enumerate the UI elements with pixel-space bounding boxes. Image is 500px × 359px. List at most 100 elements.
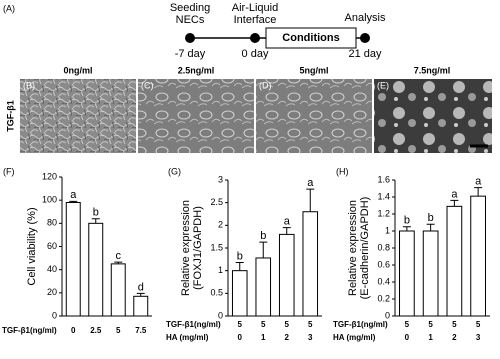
x-tick-label: 3 (476, 333, 481, 342)
x-row-label: TGF-β1(ng/ml) (2, 326, 57, 335)
x-tick-label: 0 (71, 326, 76, 335)
x-tick-label: 0 (405, 333, 410, 342)
error-bar (282, 227, 291, 235)
x-tick-label: 5 (452, 320, 457, 329)
panel-label: (D) (259, 80, 272, 90)
y-axis-label: Relative expression (347, 200, 359, 296)
micrograph (256, 79, 372, 153)
y-tick-label: 120 (42, 171, 57, 181)
x-row-label: HA (mg/ml) (166, 333, 209, 342)
significance-letter: b (237, 250, 243, 262)
error-bar (306, 188, 315, 212)
x-tick-label: 5 (238, 320, 243, 329)
error-bar (114, 261, 123, 264)
y-tick-label: 0 (385, 310, 390, 320)
significance-letter: a (284, 216, 291, 228)
y-axis-label: Cell viability (%) (26, 207, 38, 285)
column-title: 0ng/ml (63, 65, 92, 75)
error-bar (235, 262, 244, 271)
y-tick-label: 1 (385, 225, 390, 235)
column-title: 7.5ng/ml (414, 65, 451, 75)
significance-letter: a (70, 189, 77, 201)
bar (446, 205, 463, 317)
significance-letter: a (475, 176, 482, 188)
panel-label: (C) (141, 80, 154, 90)
significance-letter: a (307, 177, 314, 189)
error-bar (136, 292, 145, 297)
x-tick-label: 5 (308, 320, 313, 329)
significance-letter: b (404, 215, 410, 227)
bar (231, 270, 248, 317)
timeline-dot (250, 33, 260, 43)
error-bar (402, 226, 411, 231)
y-tick-label: 1.6 (377, 174, 390, 184)
panel-label: (A) (3, 3, 15, 13)
bar (422, 230, 439, 317)
bar (278, 233, 295, 317)
y-tick-label: 60 (47, 241, 57, 251)
significance-letter: c (116, 250, 122, 262)
column-title: 5ng/ml (299, 65, 328, 75)
panel-label: (H) (336, 166, 349, 176)
significance-letter: d (138, 281, 144, 293)
y-tick-label: 0.4 (377, 276, 390, 286)
significance-letter: b (260, 230, 266, 242)
column-title: 2.5ng/ml (178, 65, 215, 75)
x-row-label: TGF-β1(ng/ml) (333, 320, 388, 329)
bar (302, 211, 319, 317)
x-tick-label: 2 (452, 333, 457, 342)
y-tick-label: 40 (47, 264, 57, 274)
micrograph (138, 79, 254, 153)
micrograph (374, 79, 492, 153)
panel-label: (F) (3, 166, 15, 176)
phase-label: Conditions (282, 32, 339, 44)
bar (88, 222, 104, 317)
x-tick-label: 1 (428, 333, 433, 342)
y-tick-label: 1.5 (210, 242, 223, 252)
x-tick-label: 5 (116, 326, 121, 335)
x-tick-label: 2.5 (90, 326, 102, 335)
event-day: 0 day (242, 48, 269, 60)
panel-label: (B) (23, 80, 35, 90)
error-bar (474, 187, 483, 197)
significance-letter: b (93, 207, 99, 219)
x-tick-label: 2 (285, 333, 290, 342)
micrograph-row (20, 79, 492, 153)
y-tick-label: 0.2 (377, 293, 390, 303)
event-day: 21 day (348, 48, 382, 60)
row-label: TGF-β1 (5, 100, 15, 132)
y-tick-label: 20 (47, 287, 57, 297)
error-bar (259, 241, 268, 258)
event-label: Interface (234, 14, 277, 26)
event-label: Air-Liquid (232, 2, 278, 14)
timeline-dot (185, 33, 195, 43)
x-tick-label: 0 (238, 333, 243, 342)
bar (470, 195, 486, 317)
y-axis-label: Relative expression (180, 200, 192, 296)
event-day: -7 day (175, 48, 206, 60)
event-label: Seeding (170, 2, 210, 14)
phase-box (265, 27, 357, 49)
y-axis-label: (FOXJ1/GAPDH) (192, 206, 204, 290)
y-tick-label: 0 (218, 310, 223, 320)
significance-letter: a (451, 188, 458, 200)
error-bar (91, 218, 100, 224)
x-row-label: TGF-β1(ng/ml) (166, 320, 221, 329)
x-tick-label: 1 (261, 333, 266, 342)
y-tick-label: 1.2 (377, 208, 390, 218)
y-tick-label: 2 (218, 220, 223, 230)
y-tick-label: 0.6 (377, 259, 390, 269)
panel-label: (E) (377, 80, 389, 90)
x-tick-label: 5 (285, 320, 290, 329)
event-label: Analysis (345, 12, 386, 24)
y-tick-label: 2.5 (210, 197, 223, 207)
y-tick-label: 1.4 (377, 191, 390, 201)
timeline-dot (360, 33, 370, 43)
error-bar (69, 200, 78, 203)
error-bar (426, 223, 435, 231)
x-tick-label: 5 (405, 320, 410, 329)
significance-letter: b (428, 212, 434, 224)
x-row-label: HA (mg/ml) (333, 333, 376, 342)
bar (399, 230, 415, 317)
